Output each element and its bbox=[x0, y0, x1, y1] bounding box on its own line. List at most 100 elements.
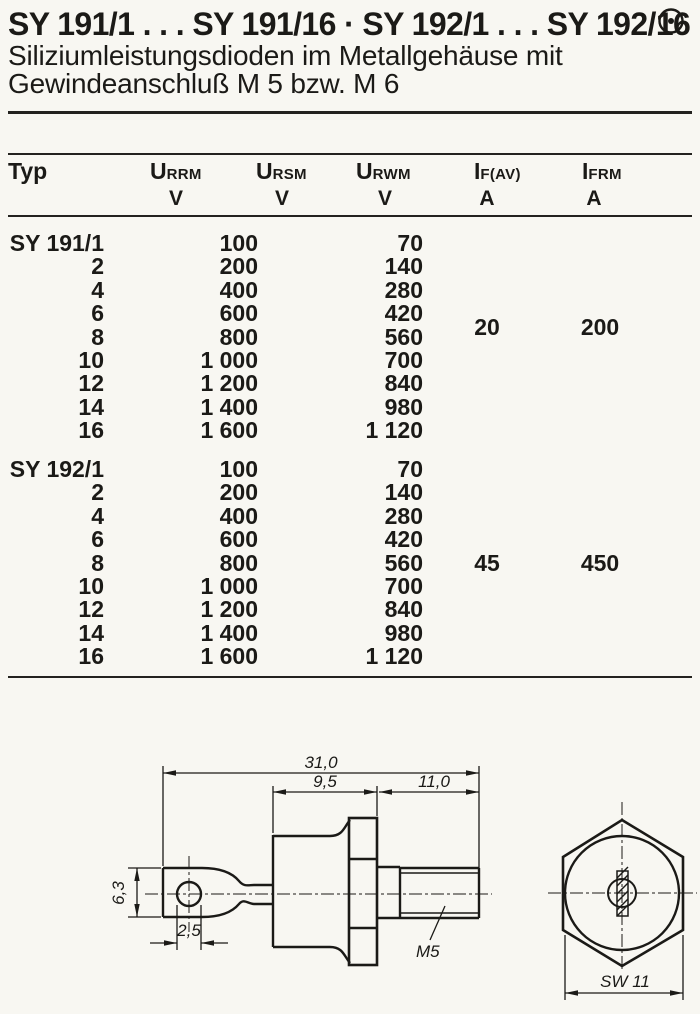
cell-urwm: 140 bbox=[384, 479, 423, 506]
cell-urrm: 1 000 bbox=[200, 346, 258, 373]
cell-urrm: 1 600 bbox=[200, 417, 258, 444]
dim-case-length: 9,5 bbox=[313, 772, 337, 791]
cell-urrm: 100 bbox=[219, 456, 258, 482]
cell-typ: 10 bbox=[78, 572, 104, 599]
cell-urwm: 840 bbox=[384, 596, 423, 623]
column-header-ifrm: IFRM A bbox=[582, 158, 622, 210]
cell-typ: SY 192/1 bbox=[9, 456, 104, 482]
table-row: 16 1 600 1 120 bbox=[0, 643, 700, 670]
column-header-typ: Typ bbox=[8, 158, 48, 184]
dimension-arrows bbox=[134, 770, 479, 946]
cell-urwm: 560 bbox=[384, 323, 423, 350]
cell-urrm: 800 bbox=[219, 549, 258, 576]
column-header-urrm: URRM V bbox=[150, 158, 202, 210]
table-rows: SY 192/1 100 70 2 200 140 4 400 280 6 600 420 8 800 56… bbox=[0, 456, 700, 670]
cell-urrm: 100 bbox=[219, 230, 258, 256]
cell-typ: 2 bbox=[91, 479, 104, 506]
column-header-ursm: URSM V bbox=[256, 158, 307, 210]
cell-typ: 2 bbox=[91, 253, 104, 280]
cell-urwm: 280 bbox=[384, 276, 423, 303]
unit-label: A bbox=[586, 187, 602, 210]
diode-outline bbox=[161, 816, 481, 967]
side-view: 31,0 9,5 11,0 6,3 2,5 M5 bbox=[109, 753, 492, 967]
thread-label: M5 bbox=[416, 942, 440, 961]
cell-ifrm: 450 bbox=[580, 550, 620, 576]
page-title: SY 191/1 . . . SY 191/16 · SY 192/1 . . … bbox=[8, 6, 691, 42]
table-group-sy192: SY 192/1 100 70 2 200 140 4 400 280 6 600 420 8 800 56… bbox=[0, 456, 700, 670]
table-row: 16 1 600 1 120 bbox=[0, 417, 700, 444]
cell-urrm: 1 600 bbox=[200, 643, 258, 670]
cell-urwm: 980 bbox=[384, 619, 423, 646]
table-row: 2 200 140 bbox=[0, 479, 700, 506]
cell-urwm: 70 bbox=[397, 456, 423, 482]
cell-typ: 8 bbox=[91, 549, 104, 576]
end-view: SW 11 bbox=[548, 802, 697, 1000]
cell-urwm: 1 120 bbox=[365, 417, 423, 444]
dim-lug-width: 6,3 bbox=[109, 881, 128, 905]
cell-if-av: 45 bbox=[474, 550, 500, 576]
cell-typ: SY 191/1 bbox=[9, 230, 104, 256]
cell-urwm: 700 bbox=[384, 572, 423, 599]
cell-urwm: 700 bbox=[384, 346, 423, 373]
dim-hole-diameter: 2,5 bbox=[176, 921, 201, 940]
unit-label: V bbox=[377, 187, 392, 210]
table-row: 12 1 200 840 bbox=[0, 370, 700, 397]
table-row: 8 800 560 bbox=[0, 323, 700, 350]
cell-typ: 14 bbox=[78, 619, 104, 646]
cell-typ: 6 bbox=[91, 526, 104, 553]
slot bbox=[616, 866, 629, 917]
cell-typ: 16 bbox=[78, 643, 104, 670]
table-row: 10 1 000 700 bbox=[0, 346, 700, 373]
cell-urrm: 1 200 bbox=[200, 596, 258, 623]
hex-outline bbox=[561, 818, 685, 968]
cell-typ: 10 bbox=[78, 346, 104, 373]
column-header-ifav: IF(AV) A bbox=[474, 158, 521, 210]
table-row: 4 400 280 bbox=[0, 502, 700, 529]
cell-urrm: 200 bbox=[219, 479, 258, 506]
cell-typ: 4 bbox=[91, 276, 104, 303]
cell-typ: 12 bbox=[78, 370, 104, 397]
cell-urrm: 1 400 bbox=[200, 619, 258, 646]
cell-urwm: 1 120 bbox=[365, 643, 423, 670]
cell-urrm: 600 bbox=[219, 526, 258, 553]
table-row: SY 192/1 100 70 bbox=[0, 456, 700, 482]
table-row: 14 1 400 980 bbox=[0, 619, 700, 646]
cell-urrm: 1 000 bbox=[200, 572, 258, 599]
divider-header bbox=[8, 111, 692, 114]
table-row: 2 200 140 bbox=[0, 253, 700, 280]
subtitle-line-2: Gewindeanschluß M 5 bzw. M 6 bbox=[8, 67, 400, 99]
cell-urwm: 280 bbox=[384, 502, 423, 529]
cell-urrm: 400 bbox=[219, 276, 258, 303]
unit-label: A bbox=[479, 187, 495, 210]
table-row: 4 400 280 bbox=[0, 276, 700, 303]
table-row: 10 1 000 700 bbox=[0, 572, 700, 599]
divider-table-top bbox=[8, 153, 692, 155]
table-row: 12 1 200 840 bbox=[0, 596, 700, 623]
subtitle-line-1: Siliziumleistungsdioden im Metallgehäuse… bbox=[8, 40, 563, 71]
cell-urrm: 200 bbox=[219, 253, 258, 280]
dim-stud-length: 11,0 bbox=[418, 772, 450, 791]
cell-urrm: 1 200 bbox=[200, 370, 258, 397]
cell-urrm: 800 bbox=[219, 323, 258, 350]
cell-urwm: 980 bbox=[384, 393, 423, 420]
cell-typ: 4 bbox=[91, 502, 104, 529]
divider-table-head bbox=[8, 215, 692, 217]
column-header-urwm: URWM V bbox=[356, 158, 414, 210]
unit-label: V bbox=[168, 187, 183, 210]
page-subtitle: Siliziumleistungsdioden im Metallgehäuse… bbox=[8, 40, 628, 99]
table-rows: SY 191/1 100 70 2 200 140 4 400 280 6 600 420 8 800 56… bbox=[0, 230, 700, 444]
cell-urwm: 140 bbox=[384, 253, 423, 280]
cell-ifrm: 200 bbox=[580, 314, 620, 340]
table-row: 6 600 420 bbox=[0, 526, 700, 553]
table-row: 14 1 400 980 bbox=[0, 393, 700, 420]
cell-urrm: 400 bbox=[219, 502, 258, 529]
table-group-sy191: SY 191/1 100 70 2 200 140 4 400 280 6 600 420 8 800 56… bbox=[0, 230, 700, 444]
cell-urrm: 600 bbox=[219, 300, 258, 327]
divider-table-bottom bbox=[8, 676, 692, 679]
circle-dot-icon bbox=[658, 8, 684, 34]
table-row: 8 800 560 bbox=[0, 549, 700, 576]
dim-wrench-size: SW 11 bbox=[600, 972, 650, 991]
cell-typ: 6 bbox=[91, 300, 104, 327]
table-row: SY 191/1 100 70 bbox=[0, 230, 700, 256]
cell-typ: 12 bbox=[78, 596, 104, 623]
